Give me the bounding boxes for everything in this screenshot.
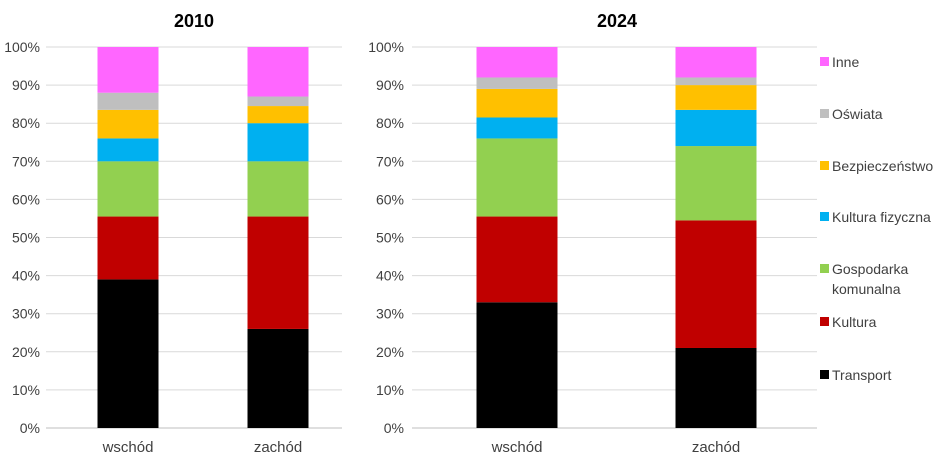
- bar-segment-gospodarka-komunalna: [476, 138, 558, 217]
- bar-segment-oświata: [476, 77, 558, 89]
- bar-segment-oświata: [247, 96, 309, 107]
- y-tick-label: 70%: [376, 153, 404, 169]
- bar-segment-inne: [476, 47, 558, 78]
- bar-segment-inne: [675, 47, 757, 78]
- y-tick-label: 0%: [20, 420, 40, 436]
- y-tick-label: 0%: [384, 420, 404, 436]
- legend-label: Bezpieczeństwo: [832, 158, 933, 174]
- bar-segment-oświata: [675, 77, 757, 86]
- bar-segment-kultura-fizyczna: [476, 117, 558, 139]
- bar-segment-gospodarka-komunalna: [247, 161, 309, 217]
- y-tick-label: 80%: [376, 115, 404, 131]
- legend-swatch: [820, 57, 829, 66]
- legend-label: Inne: [832, 54, 859, 70]
- bar-segment-kultura: [247, 216, 309, 329]
- bar-segment-kultura-fizyczna: [247, 123, 309, 162]
- chart-title: 2010: [174, 11, 214, 31]
- y-tick-label: 20%: [12, 344, 40, 360]
- bar-segment-bezpieczeństwo: [247, 106, 309, 124]
- y-tick-label: 90%: [376, 77, 404, 93]
- y-tick-label: 30%: [12, 306, 40, 322]
- y-tick-label: 20%: [376, 344, 404, 360]
- bar-segment-kultura: [476, 216, 558, 303]
- x-tick-label: wschód: [102, 439, 154, 456]
- bar-segment-transport: [97, 279, 159, 428]
- bar-segment-gospodarka-komunalna: [675, 146, 757, 221]
- bar-segment-oświata: [97, 92, 159, 110]
- bar-segment-inne: [97, 47, 159, 93]
- y-tick-label: 90%: [12, 77, 40, 93]
- y-tick-label: 60%: [12, 191, 40, 207]
- bar-segment-gospodarka-komunalna: [97, 161, 159, 217]
- bar-segment-bezpieczeństwo: [476, 88, 558, 118]
- legend-swatch: [820, 370, 829, 379]
- legend-swatch: [820, 317, 829, 326]
- legend-label: Gospodarka komunalna: [832, 261, 908, 297]
- y-tick-label: 50%: [12, 230, 40, 246]
- bar-segment-kultura-fizyczna: [97, 138, 159, 162]
- y-tick-label: 30%: [376, 306, 404, 322]
- legend-swatch: [820, 161, 829, 170]
- bar-segment-kultura: [675, 220, 757, 348]
- bar-segment-bezpieczeństwo: [97, 109, 159, 139]
- y-tick-label: 60%: [376, 191, 404, 207]
- legend-label: Oświata: [832, 106, 883, 122]
- y-tick-label: 50%: [376, 230, 404, 246]
- y-tick-label: 100%: [4, 39, 40, 55]
- x-tick-label: zachód: [692, 439, 740, 456]
- y-tick-label: 10%: [12, 382, 40, 398]
- legend-swatch: [820, 109, 829, 118]
- bar-segment-transport: [247, 328, 309, 428]
- bar-segment-inne: [247, 47, 309, 97]
- y-tick-label: 100%: [368, 39, 404, 55]
- y-tick-label: 40%: [12, 268, 40, 284]
- x-tick-label: wschód: [491, 439, 543, 456]
- legend-label: Kultura: [832, 314, 877, 330]
- bar-segment-kultura: [97, 216, 159, 280]
- bar-segment-bezpieczeństwo: [675, 85, 757, 110]
- y-tick-label: 40%: [376, 268, 404, 284]
- bar-segment-transport: [476, 302, 558, 428]
- y-tick-label: 10%: [376, 382, 404, 398]
- bar-segment-kultura-fizyczna: [675, 109, 757, 147]
- legend-swatch: [820, 264, 829, 273]
- bar-segment-transport: [675, 347, 757, 428]
- y-tick-label: 80%: [12, 115, 40, 131]
- legend-label: Kultura fizyczna: [832, 209, 931, 225]
- x-tick-label: zachód: [254, 439, 302, 456]
- chart-title: 2024: [597, 11, 637, 31]
- y-tick-label: 70%: [12, 153, 40, 169]
- legend-label: Transport: [832, 367, 892, 383]
- legend-swatch: [820, 212, 829, 221]
